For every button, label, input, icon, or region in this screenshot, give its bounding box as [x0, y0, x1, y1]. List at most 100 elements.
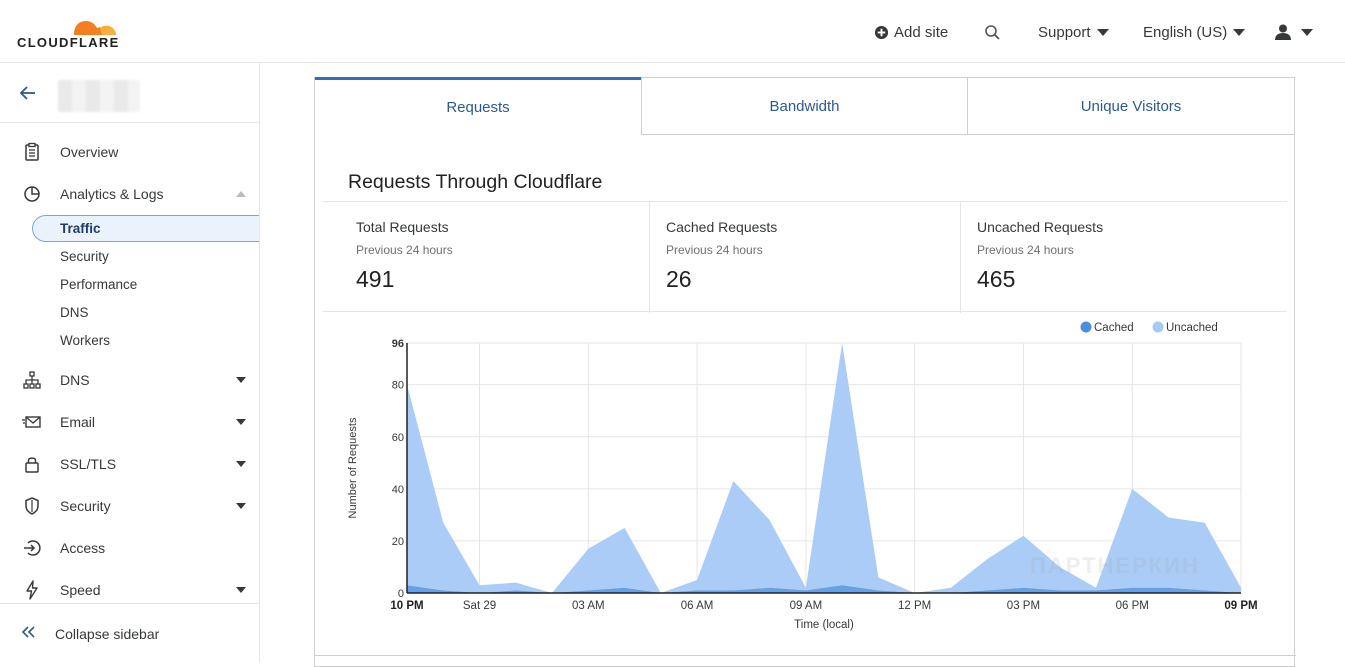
stat-period: Previous 24 hours — [356, 243, 453, 257]
stat-label: Total Requests — [356, 219, 449, 235]
sidebar-item-overview[interactable]: Overview — [0, 137, 259, 167]
sidebar-item-label: Email — [60, 414, 96, 430]
shield-icon — [25, 497, 39, 515]
site-header — [0, 63, 259, 123]
site-name-blurred — [58, 80, 140, 112]
sidebar-subitem-workers[interactable]: Workers — [60, 333, 111, 348]
y-tick-label: 96 — [392, 338, 404, 350]
watermark-text: ПАРТНЕРКИН — [1030, 553, 1200, 578]
y-tick-label: 80 — [392, 380, 404, 392]
legend-label-uncached: Uncached — [1166, 322, 1218, 334]
stats-row: Total Requests Previous 24 hours 491 Cac… — [323, 201, 1287, 313]
search-icon — [985, 24, 1000, 40]
requests-area-chart: 0 20 40 60 80 96 10 PM Sat 29 03 AM 06 AM 09 AM 12 … — [347, 321, 1258, 631]
x-tick-label: 03 AM — [572, 600, 605, 612]
sidebar: Overview Analytics & Logs Traffic Securi… — [0, 63, 260, 662]
stat-value: 465 — [977, 266, 1016, 292]
stat-value: 26 — [666, 266, 692, 292]
x-tick-label: 09 AM — [790, 600, 823, 612]
stat-period: Previous 24 hours — [977, 243, 1074, 257]
sidebar-item-label: Analytics & Logs — [60, 186, 164, 202]
lightning-icon — [26, 580, 38, 600]
sidebar-item-email[interactable]: Email — [0, 407, 259, 437]
x-tick-label: 06 PM — [1116, 600, 1149, 612]
chevron-down-icon — [236, 419, 246, 425]
chevron-up-icon — [236, 191, 246, 197]
sidebar-item-label: DNS — [60, 372, 90, 388]
network-icon — [23, 371, 41, 389]
collapse-sidebar-label: Collapse sidebar — [55, 626, 160, 642]
double-chevron-left-icon — [21, 626, 35, 638]
search-button[interactable] — [984, 20, 1001, 44]
sidebar-subitem-security[interactable]: Security — [60, 249, 109, 264]
uncached-area — [407, 343, 1241, 593]
language-menu[interactable]: English (US) — [1143, 20, 1246, 44]
sidebar-item-speed[interactable]: Speed — [0, 575, 259, 605]
chevron-down-icon — [1233, 28, 1246, 36]
access-icon — [24, 540, 41, 556]
stat-uncached-requests: Uncached Requests Previous 24 hours 465 — [944, 202, 1287, 313]
legend-label-cached: Cached — [1094, 322, 1134, 334]
tab-label: Requests — [446, 99, 510, 116]
collapse-sidebar-button[interactable]: Collapse sidebar — [0, 603, 259, 662]
cloudflare-logo-icon[interactable] — [16, 10, 126, 50]
tab-label: Unique Visitors — [1080, 97, 1182, 115]
sidebar-subitem-performance[interactable]: Performance — [60, 277, 138, 292]
sidebar-item-label: Overview — [60, 144, 119, 160]
x-axis-title: Time (local) — [794, 619, 854, 631]
stat-label: Cached Requests — [666, 219, 778, 235]
x-tick-label: 09 PM — [1224, 600, 1257, 612]
x-tick-label: 12 PM — [898, 600, 931, 612]
card-title: Requests Through Cloudflare — [348, 171, 603, 193]
tab-requests[interactable]: Requests — [315, 77, 642, 135]
user-icon — [1275, 24, 1291, 40]
sidebar-item-security[interactable]: Security — [0, 491, 259, 521]
cloudflare-wordmark: CLOUDFLARE — [17, 35, 120, 50]
pie-chart-icon — [24, 186, 40, 202]
tab-bandwidth[interactable]: Bandwidth — [641, 77, 968, 135]
sidebar-subitem-label: Traffic — [60, 221, 101, 236]
sidebar-item-dns[interactable]: DNS — [0, 365, 259, 395]
sidebar-item-ssl-tls[interactable]: SSL/TLS — [0, 449, 259, 479]
stat-divider — [960, 202, 961, 313]
sidebar-subitem-dns[interactable]: DNS — [60, 305, 89, 320]
clipboard-icon — [25, 142, 39, 161]
chevron-down-icon — [236, 587, 246, 593]
back-arrow-icon[interactable] — [18, 83, 38, 103]
add-site-label: Add site — [894, 23, 949, 41]
sidebar-item-label: Security — [60, 498, 111, 514]
x-tick-label: 06 AM — [681, 600, 714, 612]
y-tick-label: 0 — [398, 588, 404, 600]
legend-marker-uncached — [1152, 321, 1164, 333]
stat-divider — [649, 202, 650, 313]
stat-period: Previous 24 hours — [666, 243, 763, 257]
chevron-down-icon — [1096, 28, 1109, 36]
legend-marker-cached — [1080, 321, 1092, 333]
sidebar-item-label: Speed — [60, 582, 101, 598]
x-tick-label: Sat 29 — [463, 600, 496, 612]
chevron-down-icon — [236, 377, 246, 383]
y-axis-title: Number of Requests — [347, 417, 359, 518]
sidebar-subitem-traffic[interactable]: Traffic — [32, 215, 259, 242]
chevron-down-icon — [236, 503, 246, 509]
support-label: Support — [1038, 23, 1091, 41]
tab-label: Bandwidth — [769, 97, 840, 115]
cached-area — [407, 585, 1241, 593]
stat-value: 491 — [356, 266, 395, 292]
sidebar-item-analytics[interactable]: Analytics & Logs — [0, 179, 259, 209]
user-menu[interactable] — [1274, 20, 1313, 44]
y-tick-label: 40 — [392, 484, 404, 496]
email-icon — [22, 416, 41, 428]
sidebar-item-access[interactable]: Access — [0, 533, 259, 563]
lock-icon — [25, 457, 39, 473]
stat-total-requests: Total Requests Previous 24 hours 491 — [323, 202, 649, 313]
tab-unique-visitors[interactable]: Unique Visitors — [967, 77, 1295, 135]
stat-cached-requests: Cached Requests Previous 24 hours 26 — [633, 202, 943, 313]
add-site-button[interactable]: Add site — [874, 20, 948, 44]
support-menu[interactable]: Support — [1038, 20, 1109, 44]
card-bottom-divider — [315, 655, 1296, 656]
x-tick-label: 10 PM — [390, 600, 423, 612]
x-tick-label: 03 PM — [1007, 600, 1040, 612]
y-tick-label: 20 — [392, 536, 404, 548]
language-label: English (US) — [1143, 23, 1228, 41]
